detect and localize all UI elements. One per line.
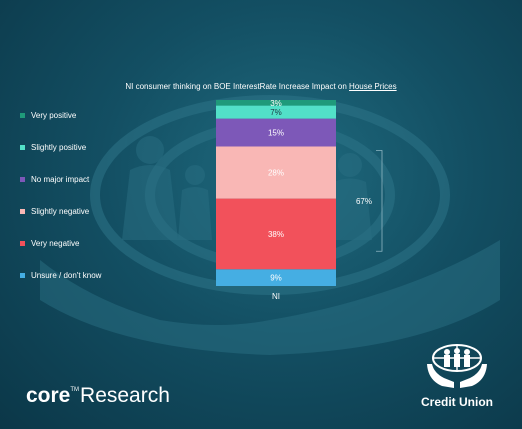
chart-title-prefix: NI consumer thinking on BOE InterestRate… — [125, 82, 350, 91]
data-label-slightly-negative: 28% — [268, 169, 284, 178]
legend-label: Very negative — [31, 239, 80, 248]
chart-title-underlined: House Prices — [349, 82, 397, 91]
legend-swatch — [20, 177, 25, 182]
legend-label: Slightly positive — [31, 143, 87, 152]
legend-swatch — [20, 113, 25, 118]
core-logo-bold: core — [26, 384, 71, 407]
legend-label: No major impact — [31, 175, 90, 184]
bracket-label: 67% — [356, 197, 372, 206]
legend-label: Unsure / don't know — [31, 271, 102, 280]
data-label-slightly-positive: 7% — [270, 108, 282, 117]
bar-segment-very-positive — [216, 100, 336, 106]
legend-swatch — [20, 273, 25, 278]
legend-item-very-negative: Very negative — [20, 239, 79, 248]
core-logo-tm: TM — [70, 387, 80, 393]
data-label-no-major-impact: 15% — [268, 129, 284, 138]
legend-item-slightly-negative: Slightly negative — [20, 207, 89, 216]
data-label-very-negative: 38% — [268, 230, 284, 239]
bar-segment-slightly-negative — [216, 146, 336, 199]
credit-union-hands-icon — [427, 344, 487, 388]
core-research-logo: coreTMResearch — [26, 384, 170, 408]
bar-segment-very-negative — [216, 198, 336, 270]
legend-swatch — [20, 241, 25, 246]
bar-segment-no-major-impact — [216, 118, 336, 147]
legend-label: Slightly negative — [31, 207, 90, 216]
legend-item-very-positive: Very positive — [20, 111, 76, 120]
legend-item-no-major-impact: No major impact — [20, 175, 89, 184]
legend-swatch — [20, 145, 25, 150]
legend-label: Very positive — [31, 111, 77, 120]
legend-swatch — [20, 209, 25, 214]
bar-segment-slightly-positive — [216, 105, 336, 119]
data-label-unsure-don-t-know: 9% — [270, 274, 282, 283]
category-label: NI — [272, 292, 280, 301]
chart-title: NI consumer thinking on BOE InterestRate… — [0, 82, 522, 91]
legend-item-slightly-positive: Slightly positive — [20, 143, 86, 152]
core-logo-research: Research — [80, 384, 170, 407]
data-label-very-positive: 3% — [270, 99, 282, 108]
bar-segment-unsure-don-t-know — [216, 269, 336, 286]
credit-union-label: Credit Union — [421, 395, 493, 409]
legend-item-unsure-don-t-know: Unsure / don't know — [20, 271, 101, 280]
bracket-line — [376, 150, 383, 252]
